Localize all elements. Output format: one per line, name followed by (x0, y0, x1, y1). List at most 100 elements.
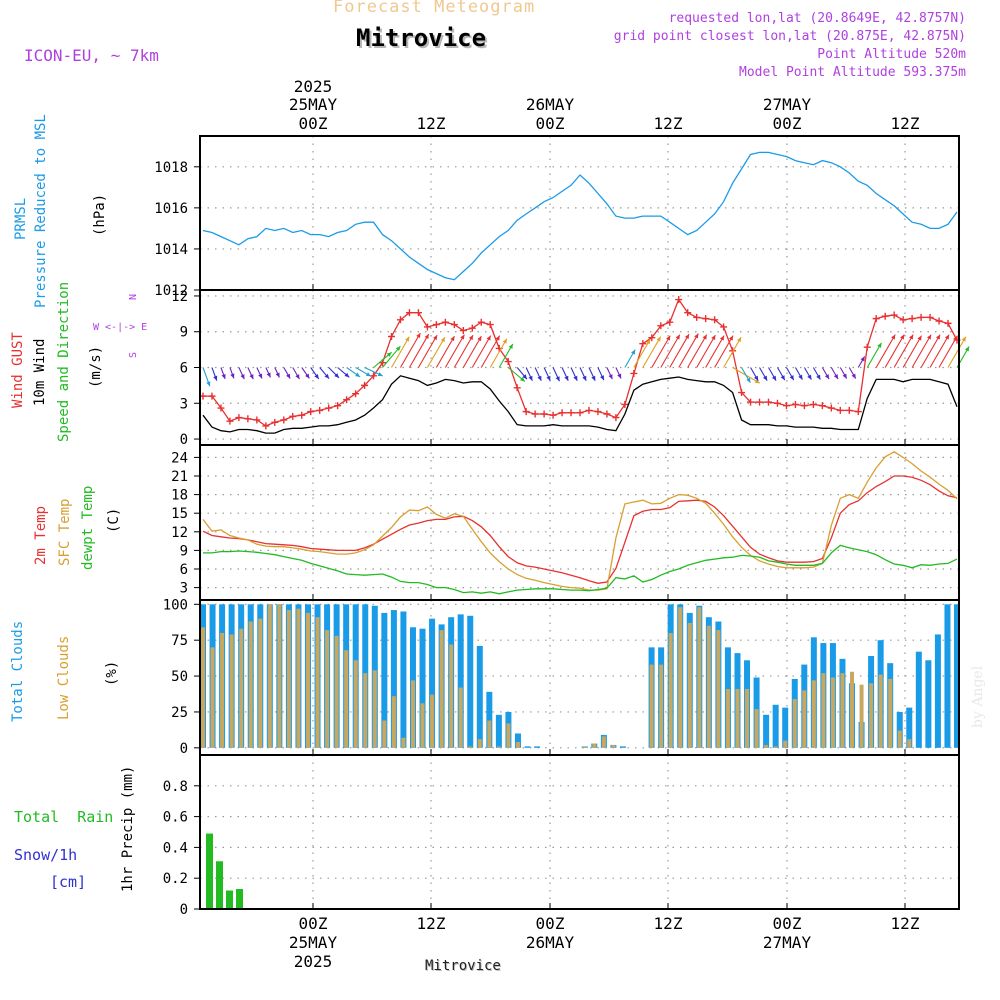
gust-marker (917, 313, 925, 321)
wind-arrow-head (416, 333, 421, 339)
wind-arrow (498, 343, 514, 368)
cloud-bar-low (659, 664, 664, 748)
wind-arrow-head (833, 374, 839, 380)
cloud-bar-low (716, 630, 721, 748)
y-tick-label: 6 (180, 562, 188, 578)
gust-marker (621, 400, 629, 408)
wind-arrow-head (249, 374, 254, 380)
wind-arrow (660, 334, 681, 368)
gust-marker (836, 406, 844, 414)
y-tick-label: 75 (171, 633, 188, 649)
cloud-bar-low (220, 633, 225, 748)
wind-arrow-head (365, 372, 371, 377)
gust-marker (738, 389, 746, 397)
cloud-bar-low (697, 607, 702, 748)
y-tick-label: 9 (180, 325, 188, 341)
gust-marker (459, 327, 467, 335)
gust-marker (468, 324, 476, 332)
gust-marker (280, 416, 288, 424)
gust-marker (711, 316, 719, 324)
top-hour-label: 12Z (654, 114, 683, 133)
gust-marker (531, 410, 539, 418)
wind-arrow-head (334, 373, 339, 378)
wind-arrow (902, 335, 923, 368)
top-hour-label: 12Z (417, 114, 446, 133)
cloud-bar-low (382, 720, 387, 748)
gust-marker (818, 402, 826, 410)
wind-arrow-head (486, 335, 491, 341)
cloud-bar-low (496, 746, 501, 748)
gust-marker (594, 408, 602, 416)
wind-arrow-head (286, 373, 291, 379)
cloud-bar-low (840, 673, 845, 748)
wind-arrow (920, 334, 941, 368)
gust-marker (935, 317, 943, 325)
gust-marker (747, 398, 755, 406)
gust-marker (432, 321, 440, 329)
wind-arrow-head (266, 372, 271, 378)
cloud-bar-low (258, 618, 263, 748)
cloud-bar-low (305, 612, 310, 748)
gust-marker (441, 318, 449, 326)
cloud-bar-low (850, 671, 855, 748)
wind-arrow-head (816, 374, 821, 380)
cloud-bar-low (678, 607, 683, 748)
wind-arrow (947, 336, 967, 368)
wind-arrow-head (964, 346, 970, 352)
snow-label: Snow/1h (14, 846, 78, 864)
wind-arrow-head (746, 377, 751, 383)
cloud-bar-low (706, 625, 711, 748)
gust-marker (863, 343, 871, 351)
cloud-bar-low (363, 673, 368, 748)
top-day-label: 27MAY (763, 95, 812, 114)
wind-arrow (687, 334, 708, 368)
gust-marker (217, 404, 225, 412)
top-hour-label: 00Z (773, 114, 802, 133)
cloud-bar-total (486, 691, 493, 748)
gust-marker (450, 321, 458, 329)
wind-arrow (408, 333, 430, 368)
gust-marker (271, 418, 279, 426)
wind-arrow (489, 338, 508, 368)
cloud-bar-low (582, 746, 587, 748)
cloud-bar-low (907, 739, 912, 748)
cloud-bar-low (773, 746, 778, 748)
top-day-label: 25MAY (289, 95, 338, 114)
bottom-hour-label: 12Z (654, 914, 683, 933)
wind-panel: 0 3 6 9 12 (171, 289, 970, 448)
cloud-bar-low (201, 627, 205, 748)
cloud-bar-low (859, 684, 864, 748)
cloud-bar-low (878, 674, 883, 748)
cloud-bar-low (821, 673, 826, 748)
wind-arrow-head (508, 343, 513, 349)
wind-arrow-head (599, 375, 604, 381)
cloud-bar-total (495, 714, 502, 748)
gust-marker (405, 309, 413, 317)
y-tick-label: 100 (163, 597, 188, 613)
wind-arrow (382, 345, 401, 368)
wind-arrow-head (935, 334, 941, 340)
wind-arrow-head (666, 335, 671, 341)
pressure-panel: 1012 1014 1016 1018 (154, 135, 960, 299)
series-line-10m-wind (202, 375, 958, 434)
cloud-bar-low (372, 670, 377, 748)
gust-marker (208, 392, 216, 400)
gust-marker (235, 414, 243, 422)
gust-marker (307, 408, 315, 416)
cloud-bar-total (534, 746, 541, 748)
cloud-bar-low (668, 633, 673, 748)
wind-arrow (678, 333, 699, 368)
y-tick-label: 18 (171, 488, 188, 504)
wind-arrow-head (477, 336, 482, 342)
wind-arrow-head (520, 376, 525, 382)
wind-arrow-head (961, 336, 966, 342)
gust-marker (827, 404, 835, 412)
bottom-hour-label: 00Z (299, 914, 328, 933)
wind-arrow-head (440, 337, 445, 343)
cloud-bar-low (458, 687, 463, 748)
wind-arrow-head (468, 335, 474, 341)
wind-arrow-head (405, 336, 410, 342)
gust-marker (765, 398, 772, 406)
